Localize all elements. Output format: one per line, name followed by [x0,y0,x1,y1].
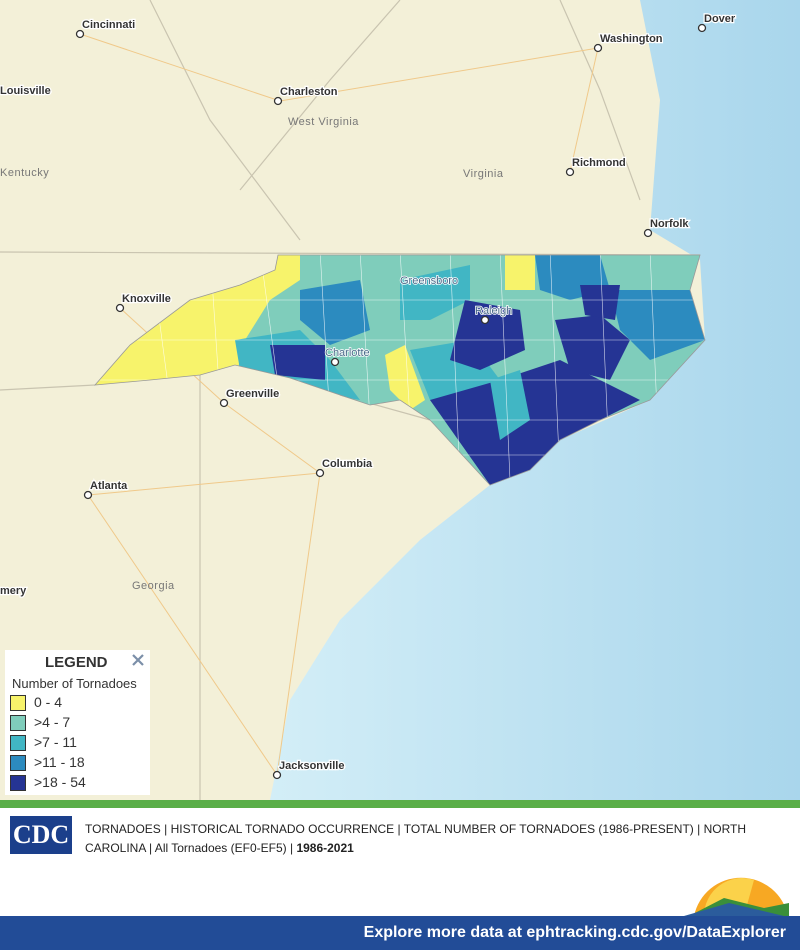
region [610,290,705,360]
legend-swatch [10,715,26,732]
legend-item: >18 - 54 [10,774,86,792]
city-label: Knoxville [122,293,171,305]
region [505,255,535,290]
borders [0,0,701,800]
state-label: Georgia [132,580,175,592]
region [555,315,630,380]
city-dot [115,303,125,313]
city-dot [330,357,340,367]
description: TORNADOES | HISTORICAL TORNADO OCCURRENC… [85,820,785,858]
state-label: West Virginia [288,116,359,128]
legend-label: >18 - 54 [34,774,86,790]
city-dot [565,167,575,177]
city-label: Norfolk [650,218,689,230]
city-label: Greensboro [400,275,458,287]
description-text: TORNADOES | HISTORICAL TORNADO OCCURRENC… [85,822,747,855]
region [450,300,525,370]
city-dot [643,228,653,238]
legend-item: 0 - 4 [10,694,63,712]
legend-item: >4 - 7 [10,714,71,732]
legend-item: >11 - 18 [10,754,85,772]
region [385,345,425,410]
close-button[interactable] [131,653,145,667]
state-label: Kentucky [0,167,49,179]
city-label: Washington [600,33,663,45]
legend-label: >7 - 11 [34,734,77,750]
city-label: Charleston [280,86,338,98]
region [270,345,325,380]
ocean [270,0,800,800]
explore-link[interactable]: Explore more data at ephtracking.cdc.gov… [363,924,786,941]
city-label: Greenville [226,388,279,400]
city-dot [697,23,707,33]
city-label: Richmond [572,157,626,169]
city-label: Charlotte [325,347,370,359]
city-dot [315,468,325,478]
city-dot [219,398,229,408]
footer-bar: Explore more data at ephtracking.cdc.gov… [0,916,800,950]
divider [0,800,800,808]
city-dot [83,490,93,500]
city-label: Columbia [322,458,373,470]
region [580,285,620,320]
legend-swatch [10,755,26,772]
city-label: mery [0,585,27,597]
legend-label: >11 - 18 [34,754,85,770]
city-label: Raleigh [475,305,512,317]
city-dot [593,43,603,53]
legend: LEGEND Number of Tornadoes 0 - 4 >4 - 7 >7… [5,650,150,795]
city-label: Jacksonville [279,760,344,772]
city-label: Atlanta [90,480,128,492]
city-label: Dover [704,13,736,25]
city-label: Cincinnati [82,19,135,31]
tracking-logo [684,877,789,916]
region [430,360,640,485]
city-dot [480,315,490,325]
legend-item: >7 - 11 [10,734,77,752]
region [300,280,370,345]
years: 1986-2021 [296,841,354,855]
legend-swatch [10,735,26,752]
legend-title: LEGEND [45,654,108,671]
city-label: Louisville [0,85,51,97]
city-dot [75,29,85,39]
cdc-logo: CDC [10,816,72,854]
county-lines [95,255,705,481]
legend-label: >4 - 7 [34,714,71,730]
legend-label: 0 - 4 [34,694,63,710]
legend-swatch [10,695,26,712]
city-dot [273,96,283,106]
city-dot [272,770,282,780]
legend-subtitle: Number of Tornadoes [12,676,137,691]
legend-swatch [10,775,26,792]
state-label: Virginia [463,168,504,180]
region [490,370,530,440]
